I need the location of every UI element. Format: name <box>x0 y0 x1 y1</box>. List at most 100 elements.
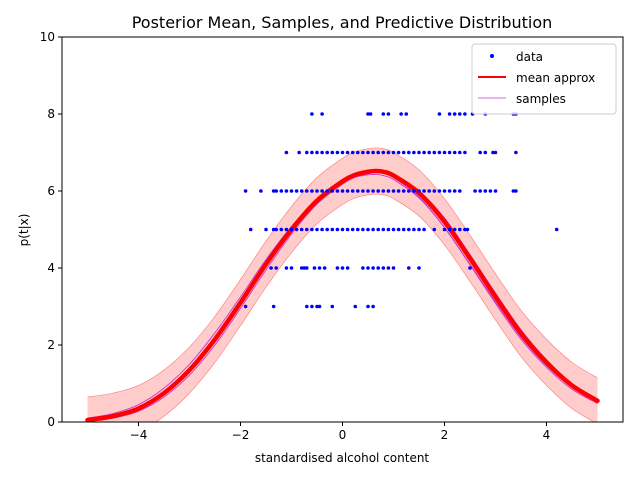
data-point <box>271 227 276 232</box>
data-point <box>386 266 391 270</box>
data-point <box>511 189 516 193</box>
chart-title: Posterior Mean, Samples, and Predictive … <box>132 13 553 32</box>
predictive-band-lower-edge <box>155 193 595 422</box>
data-point <box>312 266 317 270</box>
data-point <box>432 150 437 155</box>
data-point <box>317 266 322 270</box>
data-point <box>330 227 335 232</box>
data-point <box>243 304 248 309</box>
data-point <box>458 150 462 155</box>
data-point <box>361 266 365 270</box>
data-point <box>386 227 391 232</box>
data-point <box>463 112 467 116</box>
data-point <box>432 227 437 232</box>
data-point <box>294 189 299 193</box>
data-point <box>401 150 406 155</box>
legend-mean-label: mean approx <box>516 71 595 85</box>
x-tick-label: 4 <box>543 428 551 442</box>
data-point <box>330 150 335 155</box>
y-tick-label: 8 <box>47 107 55 121</box>
data-point <box>422 150 426 155</box>
data-point <box>310 189 314 193</box>
data-point <box>458 189 462 193</box>
predictive-band-upper-edge <box>87 147 598 398</box>
x-tick-label: −4 <box>130 428 148 442</box>
data-point <box>396 189 401 193</box>
data-point <box>447 189 452 193</box>
data-point <box>391 189 396 193</box>
data-point <box>340 189 345 193</box>
data-point <box>391 150 396 155</box>
data-point <box>396 150 401 155</box>
data-point <box>463 227 467 232</box>
data-point <box>368 112 373 116</box>
data-point <box>404 112 409 116</box>
data-point <box>407 189 411 193</box>
data-point <box>442 150 447 155</box>
data-point <box>381 150 386 155</box>
data-points-layer <box>243 112 559 309</box>
data-point <box>335 189 340 193</box>
data-point <box>386 112 391 116</box>
data-point <box>284 150 289 155</box>
data-point <box>284 227 289 232</box>
data-point <box>340 150 345 155</box>
data-point <box>361 227 365 232</box>
data-point <box>366 150 370 155</box>
data-point <box>514 189 518 193</box>
data-point <box>350 189 355 193</box>
data-point <box>315 304 319 309</box>
data-point <box>381 112 386 116</box>
data-point <box>305 266 309 270</box>
data-point <box>345 189 350 193</box>
predictive-band <box>87 147 598 422</box>
x-tick-label: −2 <box>232 428 250 442</box>
data-point <box>483 150 488 155</box>
data-point <box>269 266 273 270</box>
data-point <box>381 189 386 193</box>
predictive-band-layer <box>87 147 598 422</box>
x-tick-label: 0 <box>339 428 347 442</box>
data-point <box>299 227 304 232</box>
data-point <box>399 112 403 116</box>
data-point <box>353 304 358 309</box>
data-point <box>491 150 495 155</box>
data-point <box>299 189 304 193</box>
data-point <box>271 189 276 193</box>
legend-box <box>471 43 617 115</box>
data-point <box>345 150 350 155</box>
data-point <box>310 304 314 309</box>
data-point <box>447 112 452 116</box>
data-point <box>366 266 370 270</box>
y-tick-label: 10 <box>40 30 55 44</box>
data-point <box>340 227 345 232</box>
data-point <box>381 266 386 270</box>
legend: data mean approx samples <box>471 43 617 115</box>
data-point <box>391 266 396 270</box>
data-point <box>407 150 411 155</box>
data-point <box>371 304 375 309</box>
data-point <box>396 227 401 232</box>
data-point <box>274 189 279 193</box>
data-point <box>381 227 386 232</box>
y-tick-label: 4 <box>47 261 55 275</box>
data-point <box>437 150 442 155</box>
data-point <box>407 227 411 232</box>
data-point <box>386 150 391 155</box>
data-point <box>320 227 324 232</box>
data-point <box>320 112 324 116</box>
data-point <box>376 227 381 232</box>
data-point <box>386 189 391 193</box>
y-tick-label: 2 <box>47 338 55 352</box>
data-point <box>320 189 324 193</box>
data-point <box>284 189 289 193</box>
data-point <box>317 304 322 309</box>
data-point <box>442 189 447 193</box>
data-point <box>340 266 345 270</box>
data-point <box>483 189 488 193</box>
data-point <box>305 227 309 232</box>
x-axis: −4 −2 0 2 4 <box>130 422 551 442</box>
data-point <box>465 227 470 232</box>
data-point <box>366 227 370 232</box>
data-point <box>271 304 276 309</box>
